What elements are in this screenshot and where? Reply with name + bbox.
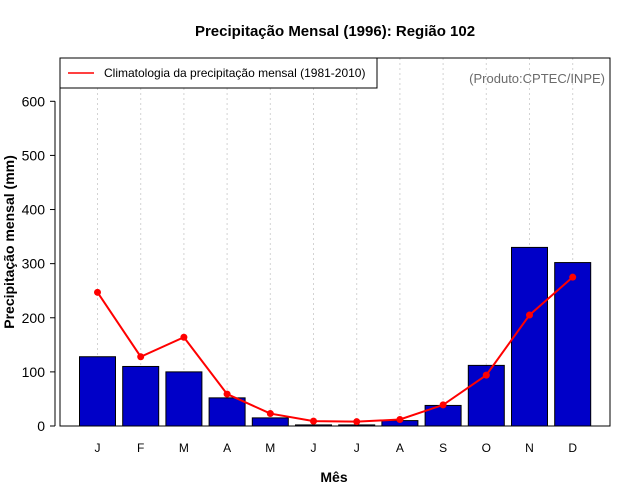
legend-box <box>59 57 378 89</box>
grid <box>97 58 574 426</box>
climatology-point-2 <box>137 353 145 361</box>
chart-title: Precipitação Mensal (1996): Região 102 <box>195 23 475 40</box>
climatology-point-4 <box>223 390 231 398</box>
climatology-line <box>94 273 577 426</box>
climatology-point-1 <box>94 288 101 296</box>
x-tick-label: M <box>265 441 275 455</box>
bar-2 <box>122 365 160 427</box>
x-tick-label: S <box>439 441 447 455</box>
bar-12 <box>554 262 592 427</box>
y-axis-label: Precipitação mensal (mm) <box>1 155 17 329</box>
y-tick-label: 200 <box>22 310 46 326</box>
climatology-polyline <box>96 276 574 423</box>
bars <box>79 246 592 427</box>
y-tick-label: 500 <box>22 147 46 163</box>
climatology-point-12 <box>569 273 577 281</box>
legend-entry: Climatologia da precipitação mensal (198… <box>104 66 365 80</box>
x-tick-label: A <box>396 441 404 455</box>
x-tick-label: D <box>568 441 577 455</box>
y-tick-label: 0 <box>37 418 45 434</box>
y-axis: 0 100 200 300 400 500 600 <box>22 93 56 434</box>
y-tick-label: 100 <box>22 364 46 380</box>
climatology-point-7 <box>353 418 361 426</box>
climatology-point-8 <box>396 416 404 424</box>
x-tick-label: M <box>179 441 189 455</box>
bar-5 <box>251 417 289 427</box>
bar-4 <box>208 397 246 427</box>
climatology-point-11 <box>526 311 533 319</box>
legend: Climatologia da precipitação mensal (198… <box>59 57 378 89</box>
climatology-point-6 <box>310 417 317 425</box>
x-tick-label: J <box>311 441 317 455</box>
x-tick-label: J <box>354 441 360 455</box>
x-axis-label: Mês <box>320 469 347 485</box>
x-tick-label: J <box>95 441 101 455</box>
climatology-point-3 <box>180 333 188 341</box>
product-annotation: (Produto:CPTEC/INPE) <box>469 71 605 86</box>
bar-3 <box>165 371 203 427</box>
climatology-point-10 <box>482 371 490 379</box>
x-tick-label: F <box>137 441 144 455</box>
y-tick-label: 600 <box>22 93 46 109</box>
x-tick-label: N <box>525 441 534 455</box>
y-tick-label: 400 <box>22 202 46 218</box>
climatology-point-9 <box>439 401 447 409</box>
x-tick-label: O <box>482 441 491 455</box>
climatology-point-5 <box>266 410 274 418</box>
y-tick-label: 300 <box>22 256 46 272</box>
bar-1 <box>79 356 116 427</box>
x-tick-label: A <box>223 441 231 455</box>
bar-11 <box>511 246 548 427</box>
